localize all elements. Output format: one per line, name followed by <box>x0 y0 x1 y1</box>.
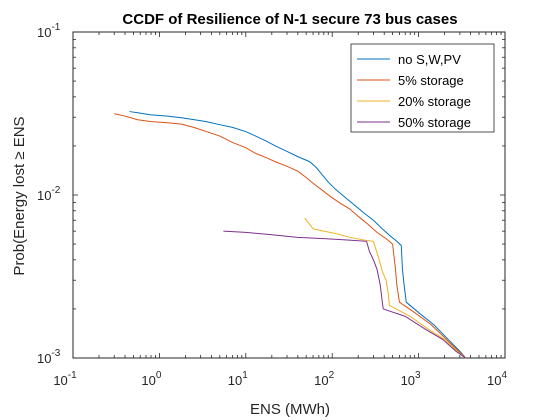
legend-label-1: no S,W,PV <box>398 52 461 67</box>
legend: no S,W,PV 5% storage 20% storage 50% storag… <box>351 44 494 132</box>
x-tick-label-exp: 1 <box>242 370 248 381</box>
y-axis-label: Prob(Energy lost ≥ ENS <box>11 116 28 275</box>
x-tick-label-base: 10 <box>228 373 242 388</box>
x-tick-label-base: 10 <box>141 373 155 388</box>
x-tick-label-base: 10 <box>314 373 328 388</box>
legend-label-2: 5% storage <box>398 73 464 88</box>
x-tick-label-base: 10 <box>401 373 415 388</box>
x-tick-label-exp: 4 <box>501 370 507 381</box>
y-tick-label-base: 10 <box>37 351 51 366</box>
x-tick-label-exp: -1 <box>68 370 77 381</box>
x-axis-label: ENS (MWh) <box>250 401 330 418</box>
y-tick-label-exp: -1 <box>51 22 60 33</box>
x-tick-label-exp: 2 <box>329 370 335 381</box>
x-tick-label-base: 10 <box>53 373 67 388</box>
y-tick-label-base: 10 <box>37 188 51 203</box>
x-tick-label-exp: 0 <box>156 370 162 381</box>
x-tick-label-exp: 3 <box>415 370 421 381</box>
chart-title: CCDF of Resilience of N-1 secure 73 bus … <box>122 11 457 28</box>
y-tick-label-exp: -2 <box>51 185 60 196</box>
x-tick-label-base: 10 <box>487 373 501 388</box>
y-tick-label-base: 10 <box>37 25 51 40</box>
y-tick-label-exp: -3 <box>51 348 60 359</box>
legend-label-4: 50% storage <box>398 115 471 130</box>
legend-label-3: 20% storage <box>398 94 471 109</box>
